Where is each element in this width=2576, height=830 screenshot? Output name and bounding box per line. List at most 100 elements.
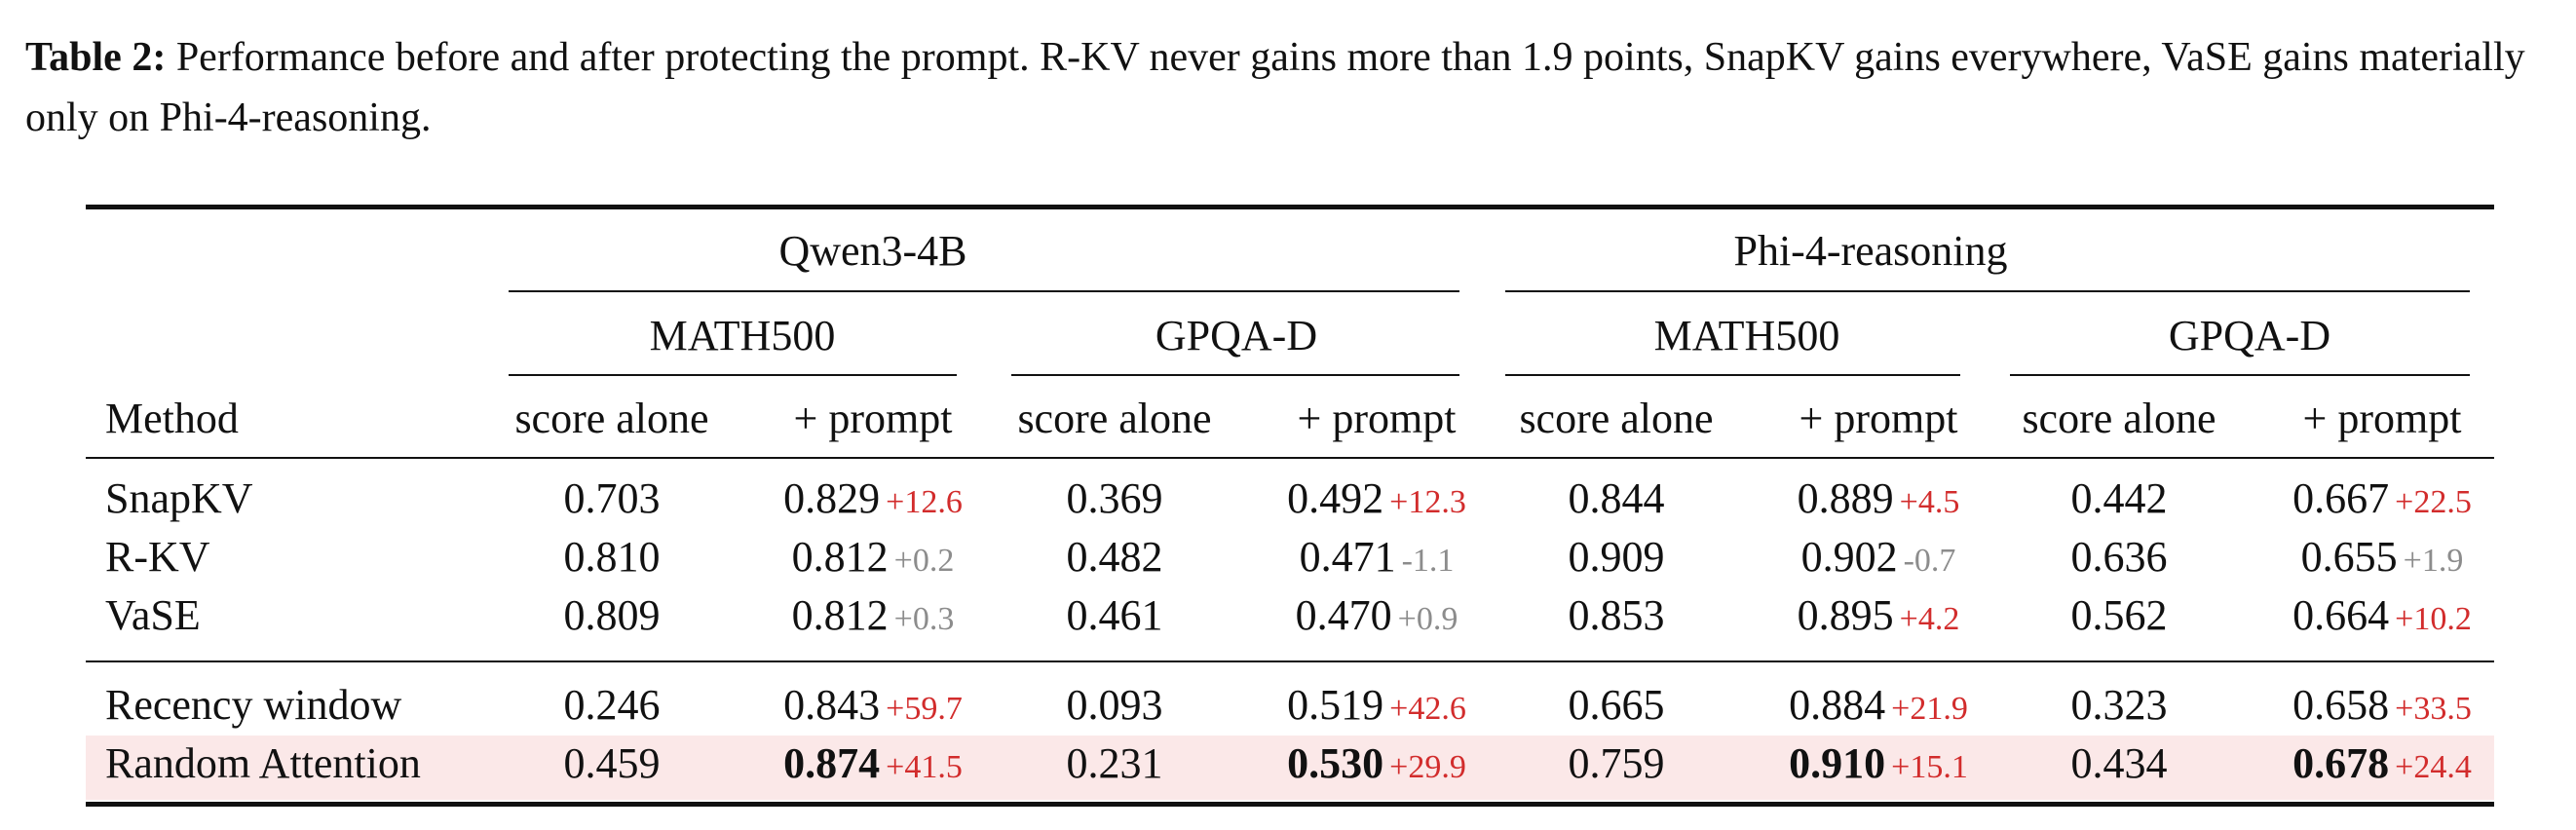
score-value: 0.759	[1568, 739, 1665, 787]
table-cell: 0.812 +0.3	[792, 586, 955, 649]
score-value: 0.471	[1299, 533, 1396, 581]
table-cell: 0.323	[2071, 676, 2168, 735]
score-delta: +33.5	[2395, 691, 2472, 727]
score-delta: +12.3	[1389, 484, 1466, 520]
model-header: Qwen3-4B	[778, 227, 967, 275]
score-value: 0.812	[791, 591, 889, 639]
method-name: Random Attention	[105, 739, 421, 787]
table-cell: 0.658 +33.5	[2292, 676, 2472, 738]
score-value: 0.246	[563, 681, 661, 729]
score-value: 0.703	[563, 474, 661, 522]
top-rule	[86, 205, 2494, 209]
table-cell: 0.844	[1569, 470, 1665, 528]
score-value: 0.667	[2292, 474, 2390, 522]
score-delta: -0.7	[1903, 543, 1956, 579]
method-name: SnapKV	[105, 474, 253, 522]
score-value: 0.844	[1568, 474, 1665, 522]
score-delta: +22.5	[2395, 484, 2472, 520]
table-cell: 0.471 -1.1	[1300, 528, 1455, 590]
score-value: 0.874	[783, 739, 881, 787]
column-header: score alone	[1519, 395, 1714, 442]
benchmark-header-rule	[2010, 374, 2470, 376]
score-value: 0.895	[1797, 591, 1894, 639]
table-cell: 0.482	[1067, 528, 1163, 586]
highlight-row-background	[86, 736, 2494, 800]
score-value: 0.231	[1066, 739, 1163, 787]
table-cell: 0.703	[564, 470, 661, 528]
benchmark-header-rule	[509, 374, 957, 376]
score-value: 0.655	[2300, 533, 2398, 581]
column-header: + prompt	[793, 395, 953, 442]
score-value: 0.658	[2292, 681, 2390, 729]
score-delta: +29.9	[1389, 749, 1466, 785]
score-value: 0.884	[1789, 681, 1886, 729]
table-cell: 0.910 +15.1	[1789, 735, 1968, 797]
score-delta: +10.2	[2395, 601, 2472, 637]
score-value: 0.910	[1789, 739, 1886, 787]
score-value: 0.909	[1568, 533, 1665, 581]
table-caption: Table 2: Performance before and after pr…	[25, 27, 2558, 148]
score-delta: +0.3	[893, 601, 955, 637]
method-name: VaSE	[105, 591, 201, 639]
table-cell: 0.492 +12.3	[1287, 470, 1466, 532]
score-value: 0.459	[563, 739, 661, 787]
table-cell: 0.809	[564, 586, 661, 645]
table-cell: 0.909	[1569, 528, 1665, 586]
caption-label: Table 2:	[25, 35, 167, 80]
score-delta: +59.7	[886, 691, 963, 727]
score-value: 0.562	[2070, 591, 2168, 639]
table-cell: 0.665	[1569, 676, 1665, 735]
table-cell: 0.369	[1067, 470, 1163, 528]
table-cell: 0.562	[2071, 586, 2168, 645]
score-value: 0.843	[783, 681, 881, 729]
table-cell: 0.810	[564, 528, 661, 586]
score-value: 0.665	[1568, 681, 1665, 729]
column-header: score alone	[2022, 395, 2216, 442]
table-cell: 0.678 +24.4	[2292, 735, 2472, 797]
table-cell: 0.843 +59.7	[783, 676, 963, 738]
score-delta: +1.9	[2403, 543, 2464, 579]
score-value: 0.678	[2292, 739, 2390, 787]
score-delta: +21.9	[1891, 691, 1968, 727]
score-delta: +0.9	[1397, 601, 1458, 637]
method-column-header: Method	[105, 395, 239, 442]
column-header: + prompt	[2302, 395, 2462, 442]
table-cell: 0.895 +4.2	[1798, 586, 1960, 649]
model-header: Phi-4-reasoning	[1733, 227, 2008, 275]
table-cell: 0.461	[1067, 586, 1163, 645]
table-cell: 0.231	[1067, 735, 1163, 793]
score-value: 0.853	[1568, 591, 1665, 639]
table-cell: 0.434	[2071, 735, 2168, 793]
score-value: 0.492	[1287, 474, 1384, 522]
bottom-rule	[86, 802, 2494, 807]
score-value: 0.664	[2292, 591, 2390, 639]
table-cell: 0.667 +22.5	[2292, 470, 2472, 532]
benchmark-header-rule	[1505, 374, 1960, 376]
table-cell: 0.759	[1569, 735, 1665, 793]
score-value: 0.519	[1287, 681, 1384, 729]
table-cell: 0.530 +29.9	[1287, 735, 1466, 797]
table-cell: 0.812 +0.2	[792, 528, 955, 590]
score-value: 0.810	[563, 533, 661, 581]
score-value: 0.889	[1797, 474, 1894, 522]
column-header: score alone	[514, 395, 709, 442]
benchmark-header: GPQA-D	[2168, 312, 2331, 359]
score-delta: +0.2	[893, 543, 955, 579]
score-value: 0.809	[563, 591, 661, 639]
table-cell: 0.093	[1067, 676, 1163, 735]
method-name: R-KV	[105, 533, 210, 581]
caption-text: Performance before and after protecting …	[25, 35, 2525, 140]
table-cell: 0.853	[1569, 586, 1665, 645]
score-value: 0.434	[2070, 739, 2168, 787]
score-value: 0.482	[1066, 533, 1163, 581]
score-delta: +15.1	[1891, 749, 1968, 785]
score-value: 0.530	[1287, 739, 1384, 787]
table-cell: 0.442	[2071, 470, 2168, 528]
method-name: Recency window	[105, 681, 402, 729]
column-header: + prompt	[1297, 395, 1457, 442]
score-delta: -1.1	[1401, 543, 1455, 579]
table-cell: 0.636	[2071, 528, 2168, 586]
table-cell: 0.902 -0.7	[1801, 528, 1956, 590]
table-cell: 0.655 +1.9	[2301, 528, 2464, 590]
column-header: score alone	[1017, 395, 1212, 442]
